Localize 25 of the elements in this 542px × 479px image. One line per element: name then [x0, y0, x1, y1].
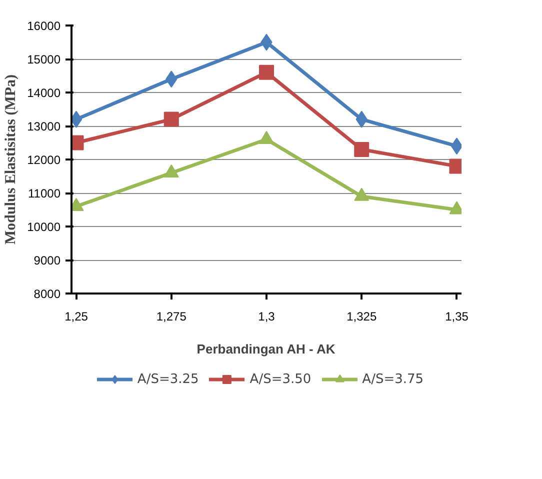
y-tick-label: 15000	[27, 52, 61, 66]
x-tick-label: 1,3	[258, 310, 276, 324]
x-axis-title: Perbandingan AH - AK	[196, 342, 336, 356]
x-tick-label: 1,275	[156, 310, 187, 324]
y-tick-label: 13000	[27, 120, 61, 134]
x-tick-label: 1,325	[346, 310, 377, 324]
point	[354, 188, 370, 201]
point	[164, 112, 179, 127]
legend-label: A/S=3.25	[137, 372, 199, 386]
point	[259, 64, 274, 80]
y-tick-label: 16000	[27, 19, 61, 33]
y-tick-label: 8000	[34, 287, 61, 301]
y-tick-label: 10000	[27, 220, 61, 234]
legend-label: A/S=3.50	[250, 372, 312, 386]
point	[164, 164, 179, 178]
x-tick-label: 1,25	[64, 310, 88, 324]
y-axis-title: Modulus Elastisitas (MPa)	[3, 74, 20, 245]
point	[354, 142, 370, 157]
y-tick-label: 9000	[34, 254, 61, 268]
y-tick-label: 11000	[28, 186, 61, 200]
x-tick-label: 1,35	[445, 310, 469, 324]
legend-label: A/S=3.75	[362, 372, 424, 386]
y-tick-label: 14000	[27, 86, 61, 100]
y-tick-label: 12000	[27, 153, 61, 167]
point	[259, 130, 274, 144]
